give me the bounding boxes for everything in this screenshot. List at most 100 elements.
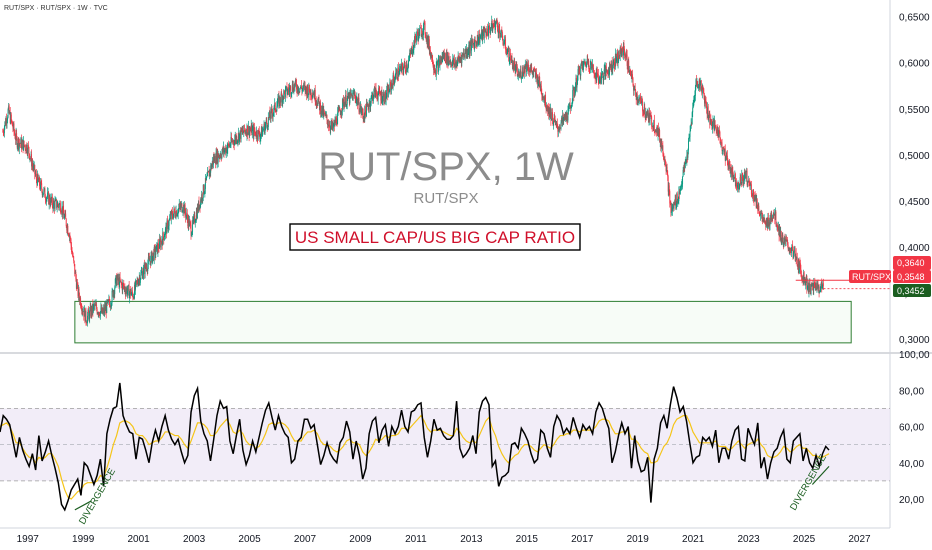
candle-body [409, 53, 411, 58]
candle-body [679, 191, 681, 195]
candle-body [670, 203, 672, 213]
symbol-tag-text: RUT/SPX [852, 272, 891, 282]
candle-body [115, 275, 117, 279]
candle-body [447, 52, 448, 64]
price-tick-label: 0,4500 [899, 197, 930, 208]
candle-body [211, 164, 213, 169]
candle-body [650, 114, 652, 117]
support-zone-box[interactable] [74, 300, 852, 344]
candle-body [372, 94, 374, 101]
candle-body [25, 144, 27, 151]
candle-body [701, 89, 703, 94]
candle-body [751, 194, 753, 196]
candle-body [783, 242, 785, 247]
candle-body [518, 73, 520, 76]
candle-body [146, 267, 148, 271]
candle-body [340, 113, 342, 114]
candle-body [546, 107, 548, 110]
candle-body [603, 76, 605, 80]
candle-body [116, 278, 118, 286]
candle-body [285, 87, 287, 90]
divergence-trendline[interactable] [74, 500, 92, 511]
candle-body [369, 101, 371, 108]
candle-body [155, 251, 157, 255]
candle-body [504, 40, 505, 45]
candle-body [120, 280, 122, 284]
divergence-trendline[interactable] [811, 465, 830, 485]
candle-body [468, 45, 470, 54]
candle-body [704, 95, 705, 104]
candle-body [495, 21, 497, 24]
candle-body [388, 87, 390, 92]
candle-body [558, 127, 560, 131]
candle-body [427, 37, 429, 45]
candle-body [300, 85, 302, 88]
candle-body [97, 312, 99, 315]
candle-body [727, 160, 729, 168]
candle-body [447, 52, 449, 65]
candle-body [416, 31, 418, 36]
candle-body [11, 120, 13, 122]
candle-body [34, 173, 36, 175]
candle-body [786, 239, 788, 241]
candle-body [762, 219, 764, 222]
candle-body [325, 115, 327, 116]
candle-body [239, 133, 240, 142]
candle-body [357, 97, 359, 103]
candle-body [448, 56, 449, 65]
candle-body [620, 48, 622, 56]
candle-body [748, 179, 750, 183]
candle-body [316, 104, 318, 106]
candle-body [802, 278, 804, 280]
candle-body [21, 142, 23, 149]
candle-body [592, 64, 594, 68]
candle-body [100, 307, 102, 313]
candle-body [19, 143, 21, 144]
candle-body [630, 71, 632, 79]
candle-body [352, 95, 353, 101]
candle-body [636, 94, 638, 101]
candle-body [168, 226, 170, 229]
candle-body [24, 145, 26, 147]
candle-body [32, 163, 34, 166]
candle-body [64, 215, 66, 219]
candle-body [499, 33, 501, 38]
price-tag-resistance-text: 0,3640 [897, 258, 925, 268]
candle-body [487, 34, 489, 36]
candle-body [787, 244, 789, 250]
candle-body [354, 93, 356, 95]
candle-body [738, 188, 740, 190]
candle-body [309, 91, 311, 95]
candle-body [479, 36, 481, 43]
candle-body [406, 64, 408, 70]
candle-body [298, 91, 300, 93]
candle-body [773, 214, 775, 215]
candle-body [423, 24, 424, 36]
candle-body [677, 203, 679, 204]
candle-body [244, 130, 246, 134]
candle-body [169, 218, 171, 220]
price-tick-label: 0,3000 [899, 335, 930, 346]
candle-body [19, 143, 21, 145]
candle-body [436, 62, 438, 66]
candle-body [775, 211, 777, 225]
candle-body [705, 98, 706, 102]
candle-body [610, 65, 612, 71]
candle-body [38, 179, 39, 183]
candle-body [387, 87, 389, 98]
candle-body [159, 239, 160, 249]
candle-body [627, 60, 629, 70]
candle-body [666, 167, 668, 172]
candle-body [7, 117, 9, 121]
candle-body [121, 283, 123, 285]
candle-body [226, 148, 228, 153]
candle-body [402, 69, 404, 73]
candle-body [107, 299, 109, 301]
annotation-box[interactable] [289, 223, 581, 251]
candle-body [149, 260, 151, 262]
candle-body [478, 33, 480, 43]
candle-body [290, 93, 292, 95]
candle-body [333, 121, 335, 127]
candle-body [805, 275, 807, 282]
